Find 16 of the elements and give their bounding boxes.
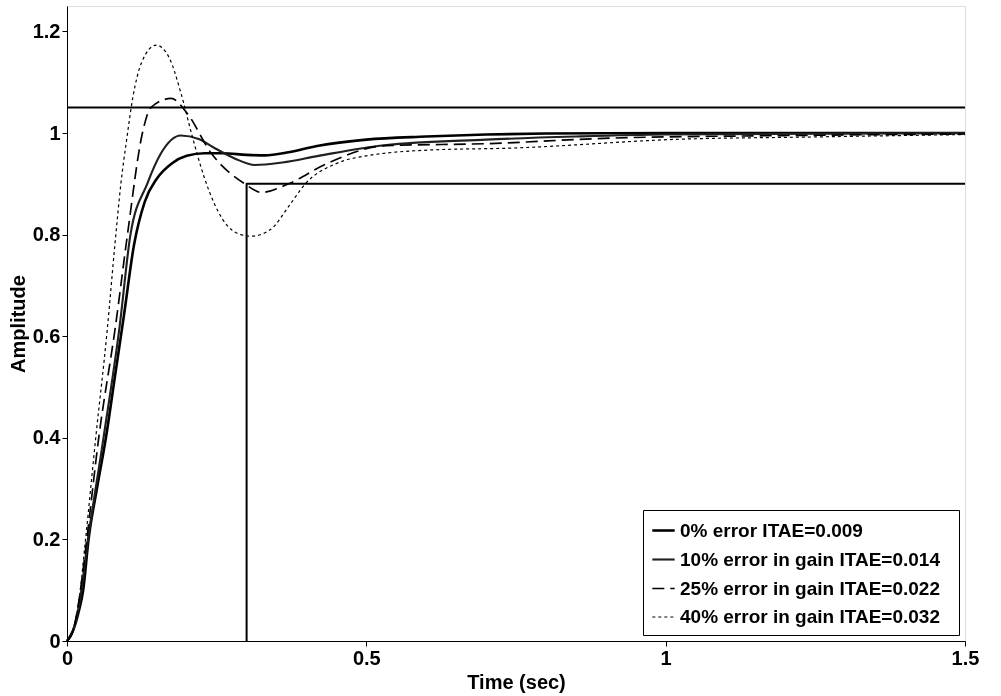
y-tick-label: 1	[49, 121, 61, 144]
y-tick-label: 0.4	[32, 426, 62, 449]
legend-label: 10% error in gain ITAE=0.014	[680, 548, 941, 570]
y-tick-label: 0.8	[32, 223, 61, 246]
y-tick-label: 0.2	[32, 527, 61, 550]
x-tick-label: 0.5	[352, 646, 381, 669]
x-axis-title: Time (sec)	[467, 670, 566, 693]
x-tick-label: 1	[660, 646, 672, 669]
x-tick-label: 1.5	[951, 646, 980, 669]
y-tick-label: 1.2	[32, 19, 61, 42]
legend-label: 25% error in gain ITAE=0.022	[680, 577, 940, 599]
legend-label: 0% error ITAE=0.009	[680, 519, 863, 541]
y-axis-title: Amplitude	[6, 275, 29, 373]
legend-label: 40% error in gain ITAE=0.032	[680, 606, 940, 627]
y-tick-label: 0	[49, 629, 61, 652]
y-tick-label: 0.6	[32, 324, 61, 347]
